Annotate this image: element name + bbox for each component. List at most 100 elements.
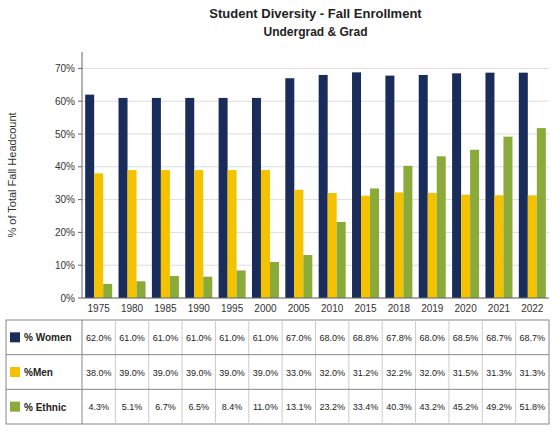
table-divider — [82, 320, 83, 424]
table-value: 32.2% — [386, 368, 412, 378]
bar — [528, 195, 537, 298]
table-value: 51.8% — [520, 402, 546, 412]
table-value: 61.0% — [219, 333, 245, 343]
table-value: 32.0% — [419, 368, 445, 378]
table-value: 68.7% — [486, 333, 512, 343]
bar — [419, 75, 428, 298]
table-value: 67.0% — [286, 333, 312, 343]
y-tick-label: 40% — [55, 161, 75, 172]
bar — [319, 75, 328, 298]
bar — [94, 173, 103, 298]
bar — [270, 262, 279, 298]
bar — [470, 150, 479, 298]
y-axis-line — [82, 52, 83, 298]
legend-swatch — [10, 332, 20, 342]
table-value: 68.0% — [419, 333, 445, 343]
bar — [185, 98, 194, 298]
bar — [170, 276, 179, 298]
bar — [219, 98, 228, 298]
bar — [361, 196, 370, 298]
x-tick-label: 2010 — [321, 303, 344, 314]
table-value: 31.2% — [353, 368, 379, 378]
table-value: 31.3% — [520, 368, 546, 378]
y-tick-label: 60% — [55, 96, 75, 107]
bar — [485, 73, 494, 298]
table-value: 11.0% — [253, 402, 278, 412]
table-value: 39.0% — [119, 368, 145, 378]
bar — [352, 72, 361, 298]
table-value: 61.0% — [253, 333, 279, 343]
bar — [137, 281, 146, 298]
table-column-line — [382, 320, 383, 424]
table-column-line — [182, 320, 183, 424]
table-value: 45.2% — [453, 402, 479, 412]
bar — [437, 156, 446, 298]
y-tick — [78, 232, 82, 233]
bar — [237, 270, 246, 298]
bar — [394, 192, 403, 298]
table-value: 33.4% — [353, 402, 379, 412]
bar — [337, 222, 346, 298]
table-value: 68.7% — [520, 333, 546, 343]
table-value: 49.2% — [486, 402, 512, 412]
y-tick — [78, 298, 82, 299]
legend-swatch — [10, 367, 20, 377]
bar — [203, 277, 212, 298]
table-value: 62.0% — [86, 333, 112, 343]
x-axis-line — [82, 298, 549, 299]
table-value: 31.5% — [453, 368, 479, 378]
table-value: 61.0% — [186, 333, 212, 343]
bar — [461, 195, 470, 298]
bar — [85, 95, 94, 298]
bar — [537, 128, 546, 298]
bar — [370, 188, 379, 298]
bars — [85, 72, 546, 298]
bar — [161, 170, 170, 298]
table-value: 13.1% — [286, 402, 312, 412]
table-value: 43.2% — [419, 402, 445, 412]
table-value: 61.0% — [153, 333, 179, 343]
x-tick-label: 2000 — [254, 303, 277, 314]
x-tick-label: 2020 — [454, 303, 477, 314]
grid — [82, 68, 549, 298]
table-value: 4.3% — [88, 402, 109, 412]
subtitle: Undergrad & Grad — [263, 25, 367, 39]
table-value: 39.0% — [153, 368, 179, 378]
table-column-line — [282, 320, 283, 424]
x-tick-label: 1985 — [154, 303, 177, 314]
bar — [261, 170, 270, 298]
table-column-line — [415, 320, 416, 424]
table-value: 39.0% — [186, 368, 212, 378]
grid-line — [82, 298, 549, 299]
table-value: 67.8% — [386, 333, 412, 343]
table-value: 6.7% — [155, 402, 176, 412]
grid-line — [82, 68, 549, 69]
bar — [103, 284, 112, 298]
x-tick-label: 1995 — [221, 303, 244, 314]
table-column-line — [148, 320, 149, 424]
table-value: 68.8% — [353, 333, 379, 343]
table-value: 5.1% — [122, 402, 143, 412]
x-tick-label: 2015 — [354, 303, 377, 314]
bar — [228, 170, 237, 298]
x-tick-label: 2005 — [288, 303, 311, 314]
bar — [294, 190, 303, 298]
legend-label: % Ethnic — [24, 402, 67, 413]
legend-swatch — [10, 402, 20, 412]
table-value: 68.0% — [319, 333, 345, 343]
table-column-line — [515, 320, 516, 424]
y-tick — [78, 101, 82, 102]
table-column-line — [448, 320, 449, 424]
table-value: 8.4% — [222, 402, 243, 412]
table-value: 32.0% — [319, 368, 345, 378]
table-column-line — [248, 320, 249, 424]
y-tick — [78, 265, 82, 266]
y-tick-label: 30% — [55, 194, 75, 205]
bar — [128, 170, 137, 298]
legend-label: % Women — [24, 332, 72, 343]
x-tick-label: 1990 — [188, 303, 211, 314]
table-column-line — [215, 320, 216, 424]
y-tick — [78, 199, 82, 200]
table-value: 61.0% — [119, 333, 145, 343]
y-tick-label: 50% — [55, 129, 75, 140]
